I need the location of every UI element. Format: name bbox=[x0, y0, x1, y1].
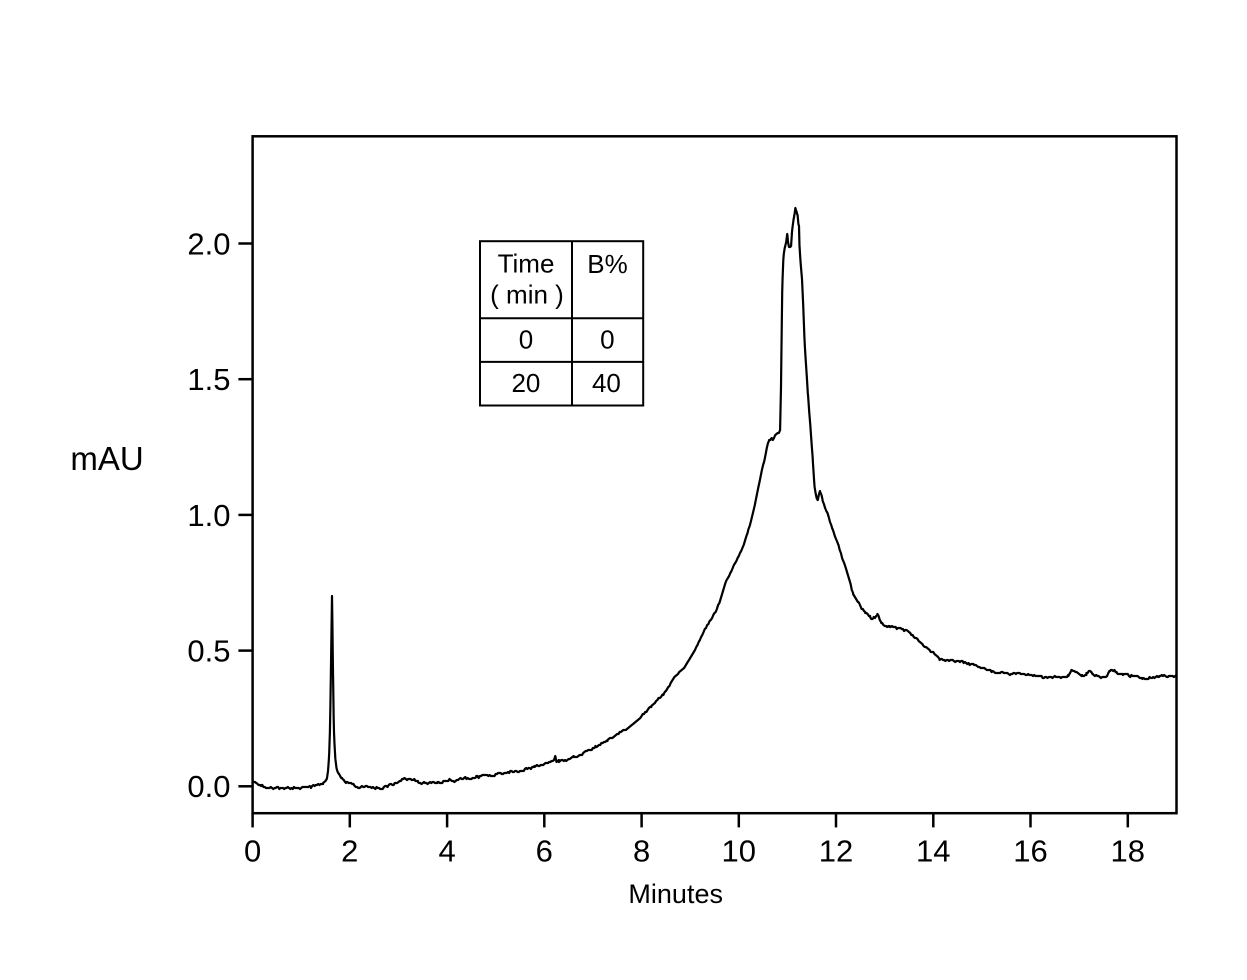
svg-text:Minutes: Minutes bbox=[628, 879, 723, 909]
svg-text:18: 18 bbox=[1111, 834, 1145, 869]
svg-text:Time: Time bbox=[498, 249, 555, 279]
svg-text:6: 6 bbox=[536, 834, 553, 869]
svg-text:( min ): ( min ) bbox=[490, 280, 564, 310]
svg-text:16: 16 bbox=[1013, 834, 1047, 869]
svg-text:2.0: 2.0 bbox=[187, 226, 230, 261]
svg-text:12: 12 bbox=[819, 834, 853, 869]
svg-text:10: 10 bbox=[722, 834, 756, 869]
svg-text:0.5: 0.5 bbox=[187, 634, 230, 669]
svg-text:20: 20 bbox=[511, 368, 540, 398]
svg-text:1.5: 1.5 bbox=[187, 362, 230, 397]
svg-text:0: 0 bbox=[600, 324, 614, 354]
svg-text:40: 40 bbox=[592, 368, 621, 398]
svg-text:14: 14 bbox=[916, 834, 950, 869]
svg-text:1.0: 1.0 bbox=[187, 498, 230, 533]
svg-text:mAU: mAU bbox=[70, 440, 143, 477]
svg-text:8: 8 bbox=[633, 834, 650, 869]
svg-text:0: 0 bbox=[519, 324, 533, 354]
svg-text:2: 2 bbox=[341, 834, 358, 869]
svg-text:4: 4 bbox=[438, 834, 455, 869]
svg-text:B%: B% bbox=[587, 249, 627, 279]
svg-text:0: 0 bbox=[244, 834, 261, 869]
svg-text:0.0: 0.0 bbox=[187, 769, 230, 804]
